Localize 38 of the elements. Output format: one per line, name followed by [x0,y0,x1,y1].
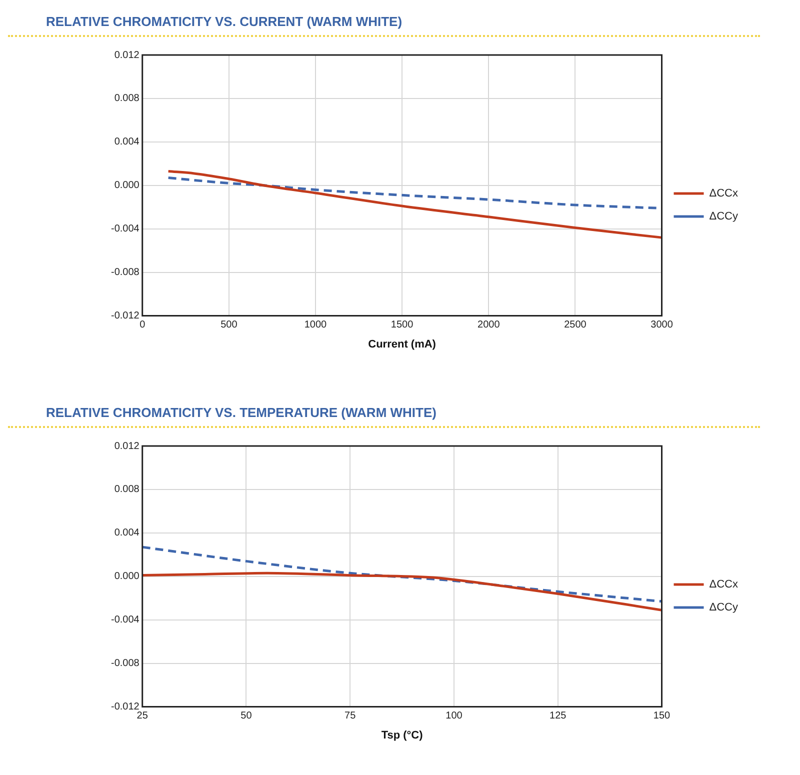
x-tick-label: 75 [344,710,356,722]
x-axis-title: Current (mA) [368,338,436,350]
y-tick-label: -0.012 [110,702,140,713]
chart-title: RELATIVE CHROMATICITY VS. CURRENT (WARM WHITE) [8,8,760,37]
y-tick-label: -0.008 [110,267,140,278]
x-tick-label: 1000 [304,320,328,331]
y-tick-label: 0.000 [114,180,140,192]
y-tick-label: -0.008 [110,658,140,670]
x-tick-label: 25 [136,710,148,722]
line-series [167,170,662,239]
x-tick-label: 125 [550,710,567,722]
y-tick-label: 0.004 [114,136,140,148]
y-tick-label: -0.004 [110,224,140,235]
legend-label: ΔCCy [709,210,738,223]
x-tick-label: 50 [240,710,252,722]
x-tick-label: 3000 [650,320,674,331]
y-tick-label: -0.012 [110,310,140,322]
x-tick-label: 0 [140,320,146,331]
x-tick-label: 2500 [564,320,587,331]
line-series [142,546,662,603]
y-tick-label: 0.008 [114,93,140,104]
chart-title: RELATIVE CHROMATICITY VS. TEMPERATURE (WARM WHITE) [8,399,760,428]
x-tick-label: 500 [220,320,238,331]
legend-label: ΔCCx [709,188,738,200]
y-tick-label: 0.012 [114,50,140,61]
x-tick-label: 2000 [478,320,500,331]
y-tick-label: 0.012 [114,440,140,452]
x-axis-title: Tsp (°C) [381,729,424,742]
line-series [142,572,662,612]
x-tick-label: 1500 [390,320,414,331]
y-tick-label: -0.004 [110,614,140,626]
x-tick-label: 150 [653,710,671,722]
x-tick-label: 100 [446,710,463,722]
y-tick-label: 0.008 [114,484,140,496]
y-tick-label: 0.000 [114,571,140,582]
y-tick-label: 0.004 [114,528,140,539]
legend-label: ΔCCy [709,602,738,614]
legend-label: ΔCCx [709,578,738,591]
